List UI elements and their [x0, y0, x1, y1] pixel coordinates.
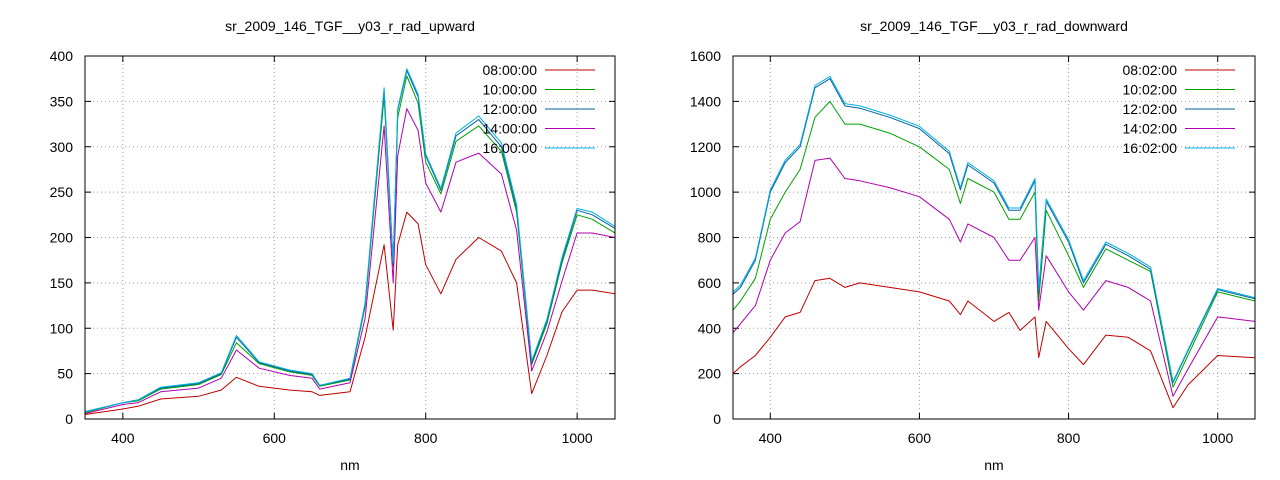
legend-label: 08:02:00: [1123, 62, 1178, 78]
y-tick-label: 200: [698, 366, 722, 382]
y-tick-label: 50: [57, 366, 73, 382]
y-tick-label: 0: [65, 411, 73, 427]
y-tick-label: 1200: [690, 139, 721, 155]
legend-label: 14:02:00: [1123, 121, 1178, 137]
plot-frame: [732, 55, 1256, 420]
y-tick-label: 400: [698, 320, 722, 336]
y-tick-label: 1600: [690, 48, 721, 64]
chart-2: sr_2009_146_TGF__y03_r_rad_downward 400 60…: [690, 18, 1256, 473]
series-line-120200: [733, 78, 1255, 384]
legend-label: 10:02:00: [1123, 82, 1178, 98]
y-tick-label: 200: [50, 230, 74, 246]
y-tick-label: 350: [50, 93, 74, 109]
chart-1: sr_2009_146_TGF__y03_r_rad_upward 400 600 8…: [50, 18, 616, 473]
legend-label: 10:00:00: [483, 82, 538, 98]
plot-frame: [84, 55, 616, 420]
y-tick-label: 250: [50, 184, 74, 200]
x-tick-label: 400: [759, 430, 783, 446]
y-tick-label: 100: [50, 320, 74, 336]
legend-label: 14:00:00: [483, 121, 538, 137]
x-tick-label: 1000: [1202, 430, 1233, 446]
series-line-140200: [733, 157, 1255, 397]
y-tick-label: 300: [50, 139, 74, 155]
y-tick-label: 400: [50, 48, 74, 64]
series-line-080000: [85, 211, 615, 415]
legend-label: 16:02:00: [1123, 140, 1178, 156]
series-line-160000: [85, 68, 615, 413]
x-tick-label: 800: [1057, 430, 1081, 446]
y-tick-label: 1400: [690, 93, 721, 109]
series-line-100200: [733, 100, 1255, 388]
x-tick-label: 800: [414, 430, 438, 446]
x-tick-label: 600: [263, 430, 287, 446]
x-tick-label: 400: [111, 430, 135, 446]
legend-label: 12:02:00: [1123, 101, 1178, 117]
series-group: [85, 68, 615, 415]
series-line-160200: [733, 75, 1255, 383]
y-tick-label: 0: [713, 411, 721, 427]
legend-label: 16:00:00: [483, 140, 538, 156]
legend-label: 12:00:00: [483, 101, 538, 117]
y-tick-label: 600: [698, 275, 722, 291]
y-tick-label: 150: [50, 275, 74, 291]
x-tick-label: 600: [908, 430, 932, 446]
x-axis-label: nm: [340, 457, 359, 473]
y-tick-label: 800: [698, 230, 722, 246]
chart-title: sr_2009_146_TGF__y03_r_rad_downward: [860, 18, 1128, 34]
series-line-140000: [85, 108, 615, 415]
series-line-080200: [733, 277, 1255, 409]
series-group: [733, 75, 1255, 409]
x-axis-label: nm: [984, 457, 1003, 473]
chart-title: sr_2009_146_TGF__y03_r_rad_upward: [225, 18, 475, 34]
legend-label: 08:00:00: [483, 62, 538, 78]
y-tick-label: 1000: [690, 184, 721, 200]
x-tick-label: 1000: [562, 430, 593, 446]
